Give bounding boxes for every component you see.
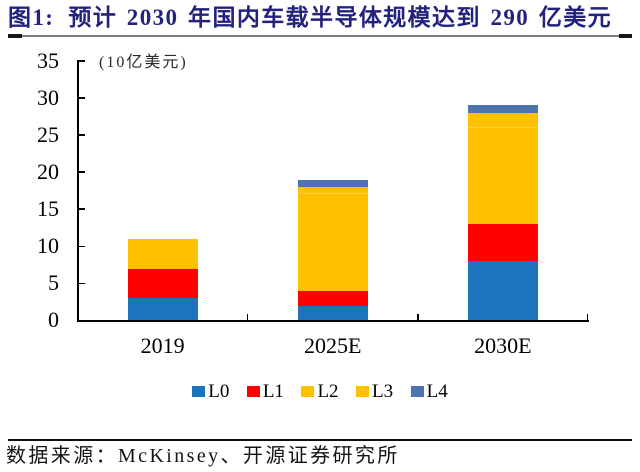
bar-segment-2025E-L2 xyxy=(297,194,368,291)
title-rule-left-cap xyxy=(8,34,22,38)
legend-label-L1: L1 xyxy=(262,380,284,402)
chart-legend: L0 L1 L2 L3 L4 xyxy=(0,380,640,402)
bar-segment-2030E-L2 xyxy=(467,127,538,225)
source-rule xyxy=(8,438,632,441)
x-axis xyxy=(76,319,589,322)
y-tick-label: 25 xyxy=(37,121,59,147)
x-category-label: 2030E xyxy=(474,333,532,358)
legend-item-L1: L1 xyxy=(246,380,284,402)
y-tick-label: 0 xyxy=(48,307,59,333)
x-axis-tick xyxy=(246,313,249,320)
y-axis-tick xyxy=(78,208,85,211)
legend-swatch-L3 xyxy=(356,385,370,397)
y-axis-tick xyxy=(78,134,85,136)
bar-segment-2030E-L4 xyxy=(467,105,538,113)
legend-swatch-L1 xyxy=(246,385,260,397)
title-rule-right-cap xyxy=(618,34,632,38)
y-axis-tick xyxy=(78,97,85,99)
bar-segment-2019-L0 xyxy=(127,298,198,321)
legend-item-L4: L4 xyxy=(410,380,448,402)
legend-label-L4: L4 xyxy=(426,380,448,402)
bar-segment-2030E-L3 xyxy=(467,112,538,128)
legend-item-L2: L2 xyxy=(301,380,339,402)
bar-segment-2030E-L1 xyxy=(467,224,538,262)
y-axis-tick xyxy=(78,245,85,248)
x-axis-tick xyxy=(417,313,419,320)
y-axis-unit-label: (10亿美元) xyxy=(99,54,188,71)
legend-item-L3: L3 xyxy=(356,380,394,402)
bar-segment-2019-L1 xyxy=(127,268,198,299)
figure-title-text: 预计 2030 年国内车载半导体规模达到 290 亿美元 xyxy=(68,5,613,30)
x-category-label: 2025E xyxy=(304,333,362,358)
y-tick-label: 20 xyxy=(37,158,59,184)
y-axis xyxy=(76,60,79,322)
legend-label-L3: L3 xyxy=(372,380,394,402)
y-tick-label: 15 xyxy=(37,195,59,221)
y-tick-label: 35 xyxy=(37,47,59,73)
y-tick-label: 10 xyxy=(37,232,59,258)
bar-segment-2025E-L0 xyxy=(297,305,368,321)
figure-number-label: 图1: xyxy=(8,5,55,30)
data-source: 数据来源：McKinsey、开源证券研究所 xyxy=(6,445,400,467)
y-tick-label: 5 xyxy=(48,270,59,296)
bar-segment-2025E-L1 xyxy=(297,290,368,306)
legend-swatch-L0 xyxy=(192,385,206,397)
bar-segment-2025E-L4 xyxy=(297,179,368,188)
title-rule xyxy=(8,35,632,37)
legend-label-L2: L2 xyxy=(317,380,339,402)
x-axis-tick xyxy=(586,313,589,320)
legend-label-L0: L0 xyxy=(208,380,230,402)
x-category-label: 2019 xyxy=(140,333,185,358)
bar-segment-2025E-L3 xyxy=(297,187,368,195)
figure-title: 图1: 预计 2030 年国内车载半导体规模达到 290 亿美元 xyxy=(8,4,612,32)
bar-segment-2030E-L0 xyxy=(467,261,538,321)
y-axis-tick xyxy=(78,171,85,173)
y-tick-label: 30 xyxy=(37,84,59,110)
y-axis-tick xyxy=(78,60,85,62)
legend-swatch-L4 xyxy=(410,385,424,397)
legend-item-L0: L0 xyxy=(192,380,230,402)
legend-swatch-L2 xyxy=(301,385,315,397)
y-axis-tick xyxy=(78,282,85,285)
bar-segment-2019-L2 xyxy=(127,238,198,269)
